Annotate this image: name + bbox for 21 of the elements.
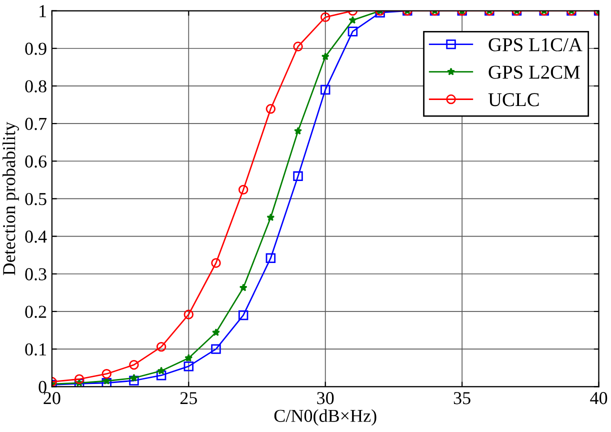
y-tick-label: 0.6 [25, 155, 47, 168]
legend-label: GPS L2CM [488, 66, 580, 79]
x-tick-label: 35 [454, 392, 470, 404]
x-axis-title: C/N0(dB×Hz) [274, 409, 376, 426]
y-tick-label: 0.1 [25, 343, 46, 356]
legend-label: UCLC [488, 93, 539, 106]
y-axis-title: Detection probability [2, 122, 19, 276]
y-tick-label: 0.8 [25, 80, 46, 92]
legend-label: GPS L1C/A [488, 38, 582, 52]
y-tick-label: 0.5 [25, 192, 46, 206]
y-tick-label: 0 [38, 380, 46, 394]
y-tick-label: 0.9 [25, 42, 46, 55]
y-tick-label: 0.4 [25, 230, 47, 243]
y-tick-label: 1 [40, 5, 46, 18]
x-tick-label: 30 [317, 392, 334, 404]
y-tick-label: 0.7 [25, 118, 47, 130]
x-tick-label: 40 [590, 392, 608, 404]
x-tick-label: 20 [44, 392, 60, 404]
y-tick-label: 0.3 [25, 268, 46, 280]
y-tick-label: 0.2 [25, 306, 46, 318]
x-tick-label: 25 [180, 392, 197, 404]
